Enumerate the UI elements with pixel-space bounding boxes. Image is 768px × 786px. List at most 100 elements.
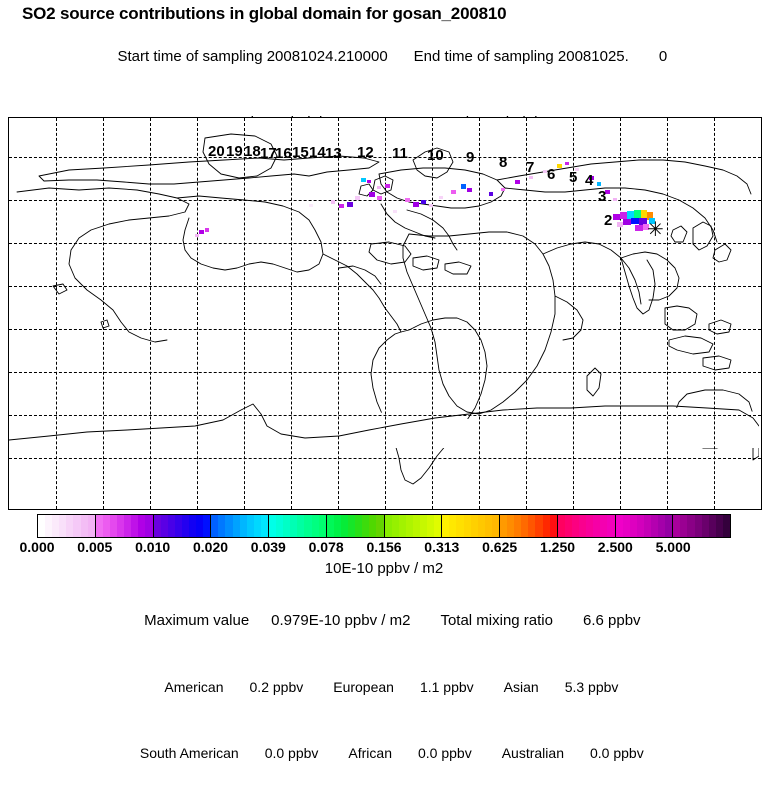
colorbar-step bbox=[427, 515, 435, 537]
trajectory-label: 15 bbox=[292, 144, 309, 161]
colorbar-step bbox=[542, 515, 550, 537]
colorbar-tick: 2.500 bbox=[597, 539, 633, 555]
colorbar-step bbox=[304, 515, 312, 537]
plume-cell bbox=[421, 200, 426, 204]
colorbar bbox=[37, 514, 731, 538]
graticule-meridian bbox=[197, 118, 198, 509]
region-value-australian: 0.0 ppbv bbox=[589, 745, 644, 761]
trajectory-label: 10 bbox=[427, 147, 444, 164]
graticule-meridian bbox=[714, 118, 715, 509]
footer-region-row-2: South American 0.0 ppbv African 0.0 ppbv Aus… bbox=[0, 720, 768, 786]
colorbar-step bbox=[673, 515, 681, 537]
max-value-label: Maximum value bbox=[144, 612, 250, 629]
colorbar-step bbox=[391, 515, 399, 537]
colorbar-segment bbox=[38, 515, 96, 537]
world-map-panel: ✳ 20 19 18 17 16 15 14 13 12 11 10 9 8 7… bbox=[8, 117, 762, 510]
colorbar-step bbox=[246, 515, 254, 537]
colorbar-step bbox=[80, 515, 88, 537]
plume-cell bbox=[641, 210, 647, 218]
end-time-minutes: 0 bbox=[658, 48, 668, 65]
colorbar-step bbox=[260, 515, 268, 537]
plume-cell bbox=[195, 234, 199, 237]
graticule-parallel bbox=[9, 286, 761, 287]
colorbar-segment bbox=[615, 515, 674, 537]
trajectory-label: 12 bbox=[357, 144, 374, 161]
plume-cell bbox=[643, 224, 649, 230]
plume-cell bbox=[377, 186, 381, 189]
graticule-parallel bbox=[9, 329, 761, 330]
total-mixing-ratio-value: 6.6 ppbv bbox=[582, 612, 641, 629]
trajectory-label: 8 bbox=[499, 154, 508, 171]
colorbar-tick: 0.020 bbox=[192, 539, 229, 555]
colorbar-step bbox=[95, 515, 103, 537]
colorbar-tick: 0.156 bbox=[366, 539, 402, 555]
graticule-meridian bbox=[620, 118, 621, 509]
colorbar-step bbox=[225, 515, 233, 537]
colorbar-step bbox=[369, 515, 377, 537]
coastline-map bbox=[9, 133, 759, 485]
region-value-african: 0.0 ppbv bbox=[418, 745, 472, 761]
colorbar-step bbox=[124, 515, 132, 537]
colorbar-tick: 0.313 bbox=[424, 539, 460, 555]
plume-cell bbox=[543, 170, 547, 173]
colorbar-step bbox=[167, 515, 175, 537]
colorbar-step bbox=[449, 515, 457, 537]
trajectory-label: 7 bbox=[526, 159, 535, 176]
trajectory-label: 19 bbox=[226, 143, 243, 160]
trajectory-label: 11 bbox=[392, 145, 408, 162]
plume-cell bbox=[413, 202, 419, 207]
plume-cell bbox=[439, 196, 443, 199]
plume-cell bbox=[529, 176, 533, 179]
plume-cell bbox=[369, 192, 375, 197]
region-value-asian: 5.3 ppbv bbox=[564, 679, 619, 695]
region-name-australian: Australian bbox=[501, 745, 564, 761]
plume-cell bbox=[461, 184, 466, 189]
colorbar-tick-labels: 0.000 0.005 0.010 0.020 0.039 0.078 0.156 0.313… bbox=[0, 539, 768, 557]
graticule-meridian bbox=[56, 118, 57, 509]
colorbar-step bbox=[477, 515, 485, 537]
colorbar-step bbox=[102, 515, 110, 537]
colorbar-step bbox=[297, 515, 305, 537]
colorbar-step bbox=[45, 515, 53, 537]
colorbar-step bbox=[607, 515, 615, 537]
colorbar-step bbox=[203, 515, 211, 537]
colorbar-step bbox=[491, 515, 499, 537]
page-title: SO2 source contributions in global domai… bbox=[22, 4, 507, 23]
plume-cell bbox=[199, 230, 204, 234]
total-mixing-ratio-label: Total mixing ratio bbox=[440, 612, 553, 629]
colorbar-step bbox=[701, 515, 709, 537]
colorbar-step bbox=[600, 515, 608, 537]
colorbar-segment bbox=[211, 515, 269, 537]
trajectory-label: 14 bbox=[309, 144, 326, 161]
plume-cell bbox=[405, 198, 410, 202]
colorbar-step bbox=[463, 515, 471, 537]
trajectory-label: 20 bbox=[208, 143, 225, 160]
colorbar-step bbox=[211, 515, 219, 537]
graticule-meridian bbox=[291, 118, 292, 509]
plume-cell bbox=[589, 176, 594, 180]
colorbar-step bbox=[269, 515, 277, 537]
region-value-south-american: 0.0 ppbv bbox=[264, 745, 319, 761]
trajectory-label: 3 bbox=[598, 188, 607, 205]
colorbar-segment bbox=[95, 515, 154, 537]
plume-cell bbox=[647, 212, 653, 220]
graticule-meridian bbox=[573, 118, 574, 509]
plume-cell bbox=[451, 190, 456, 194]
colorbar-step bbox=[722, 515, 730, 537]
colorbar-step bbox=[636, 515, 644, 537]
plume-cell bbox=[515, 180, 520, 184]
colorbar-step bbox=[376, 515, 384, 537]
colorbar-step bbox=[579, 515, 587, 537]
region-name-asian: Asian bbox=[503, 679, 539, 695]
trajectory-label: 13 bbox=[325, 145, 342, 162]
colorbar-step bbox=[470, 515, 478, 537]
graticule-meridian bbox=[432, 118, 433, 509]
colorbar-step bbox=[87, 515, 95, 537]
plume-cell bbox=[361, 178, 366, 182]
footer-stats: Maximum value 0.979E-10 ppbv / m2 Total mi… bbox=[0, 588, 768, 786]
plume-cell bbox=[623, 219, 631, 225]
colorbar-segment bbox=[269, 515, 327, 537]
colorbar-step bbox=[145, 515, 153, 537]
colorbar-tick: 0.005 bbox=[77, 539, 113, 555]
colorbar-step bbox=[398, 515, 406, 537]
